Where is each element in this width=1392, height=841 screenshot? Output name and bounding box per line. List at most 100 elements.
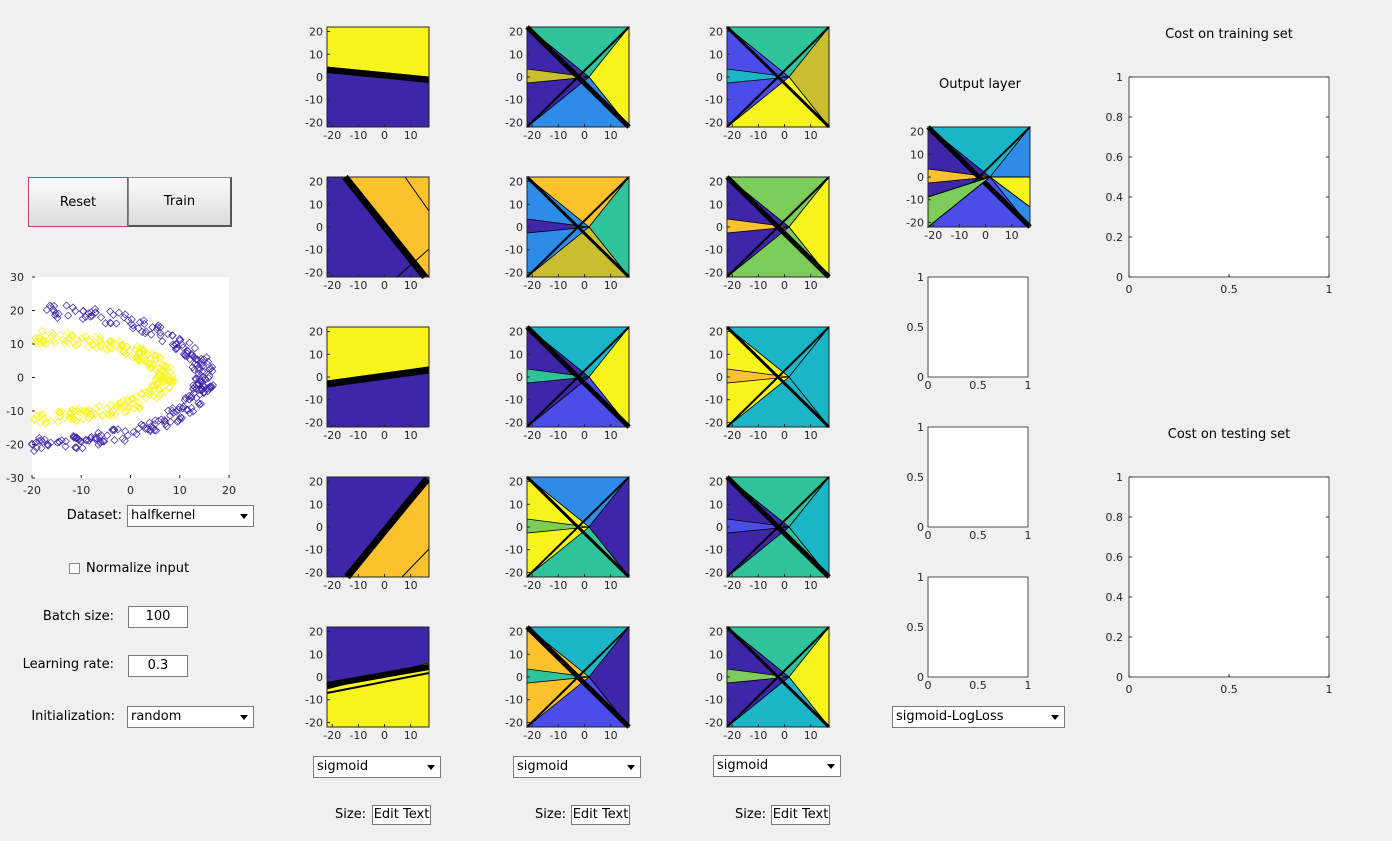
y-tick-label: 10 [709, 348, 723, 361]
train-button[interactable]: Train [128, 177, 232, 227]
data-point [53, 313, 62, 322]
data-point [145, 387, 154, 396]
x-tick-label: -20 [924, 229, 942, 242]
data-point [54, 418, 63, 427]
x-tick-label: 10 [604, 279, 618, 292]
data-point [173, 417, 182, 426]
layer1-activation-value: sigmoid [317, 759, 369, 774]
y-tick-label: 0 [1116, 671, 1123, 684]
data-point [54, 309, 63, 318]
data-point [139, 346, 148, 355]
dataset-select[interactable]: halfkernel [127, 505, 254, 527]
y-tick-label: -20 [505, 566, 523, 579]
data-point [34, 333, 43, 342]
output-neuron1-map: -20 -10 0 10 20 10 0 -10 -20 [906, 125, 1032, 242]
x-tick-label: -10 [749, 429, 767, 442]
data-point [32, 443, 41, 452]
series-points [30, 326, 179, 428]
data-point [56, 330, 65, 339]
y-tick-label: -20 [305, 266, 323, 279]
data-point [193, 361, 202, 370]
data-point [158, 360, 167, 369]
y-tick-label: -10 [305, 394, 323, 407]
y-tick-label: 10 [309, 48, 323, 61]
x-tick-label: 0 [381, 579, 388, 592]
layer1-size-input[interactable]: Edit Text [372, 805, 431, 825]
layer2-activation-select[interactable]: sigmoid [513, 756, 641, 778]
layer1-activation-select[interactable]: sigmoid [313, 756, 441, 778]
layer2-neuron4-map: -20 -10 0 10 20 10 0 -10 -20 [505, 476, 631, 592]
data-point [208, 367, 217, 376]
x-tick-label: 0 [982, 229, 989, 242]
y-tick-label: 0.4 [1106, 591, 1124, 604]
data-point [141, 424, 150, 433]
data-point [151, 354, 160, 364]
y-tick-label: 20 [509, 26, 523, 39]
reset-button[interactable]: Reset [28, 177, 128, 227]
y-tick-label: 10 [509, 198, 523, 211]
data-point [198, 367, 207, 376]
x-tick-label: -20 [523, 429, 541, 442]
data-point [88, 340, 97, 349]
data-point [124, 316, 133, 325]
layer3-activation-select[interactable]: sigmoid [713, 755, 841, 777]
y-tick-label: -20 [305, 416, 323, 429]
x-tick-label: -20 [723, 429, 741, 442]
data-point [103, 346, 112, 355]
data-point [182, 352, 191, 361]
x-tick-label: -20 [523, 579, 541, 592]
normalize-checkbox[interactable] [69, 563, 80, 574]
y-tick-label: 10 [509, 48, 523, 61]
data-point [127, 315, 136, 324]
x-tick-label: -20 [323, 429, 341, 442]
data-point [112, 319, 121, 328]
x-tick-label: 0 [781, 729, 788, 742]
layer3-size-input[interactable]: Edit Text [771, 805, 830, 825]
x-tick-label: 0.5 [969, 679, 987, 692]
data-point [123, 397, 132, 406]
batch-size-input[interactable]: 100 [128, 606, 188, 628]
y-tick-label: 20 [910, 126, 924, 139]
data-point [203, 360, 212, 369]
y-tick-label: 0 [716, 671, 723, 684]
data-point [153, 394, 162, 403]
layer3-neuron2-map: -20 -10 0 10 20 10 0 -10 -20 [705, 175, 831, 292]
series-points [27, 301, 218, 455]
x-tick-label: 0 [925, 379, 932, 392]
chevron-down-icon [827, 764, 835, 769]
data-point [68, 303, 77, 312]
learning-rate-input[interactable]: 0.3 [128, 655, 188, 677]
y-tick-label: 0 [716, 71, 723, 84]
data-point [166, 368, 175, 377]
data-point [187, 392, 196, 401]
data-point [40, 336, 49, 345]
initialization-select[interactable]: random [127, 706, 254, 728]
data-point [109, 425, 118, 434]
data-point [118, 434, 127, 443]
data-point [35, 434, 44, 443]
y-tick-label: -10 [305, 94, 323, 107]
y-tick-label: -20 [705, 716, 723, 729]
x-tick-label: 10 [404, 729, 418, 742]
layer2-size-input[interactable]: Edit Text [571, 805, 630, 825]
y-tick-label: 0 [17, 372, 24, 385]
loss-select[interactable]: sigmoid-LogLoss [892, 706, 1065, 728]
decision-boundary [326, 366, 430, 388]
data-point [111, 410, 120, 419]
y-tick-label: 1 [1116, 471, 1123, 484]
x-tick-label: -10 [749, 129, 767, 142]
y-tick-label: 10 [509, 498, 523, 511]
layer2-neuron5-map: -20 -10 0 10 20 10 0 -10 -20 [505, 625, 631, 742]
output-neuron4-plot: 1 0.5 00 0.5 1 [907, 571, 1032, 692]
data-point [113, 400, 123, 409]
y-tick-label: 0.5 [907, 621, 925, 634]
y-tick-label: 0.4 [1106, 191, 1124, 204]
data-point [85, 337, 95, 346]
data-point [176, 413, 185, 422]
learning-rate-label: Learning rate: [22, 657, 114, 672]
data-point [155, 391, 164, 400]
data-point [141, 387, 150, 396]
y-tick-label: -20 [705, 416, 723, 429]
layer3-neuron4-map: -20 -10 0 10 20 10 0 -10 -20 [705, 475, 831, 592]
data-point [94, 440, 103, 449]
